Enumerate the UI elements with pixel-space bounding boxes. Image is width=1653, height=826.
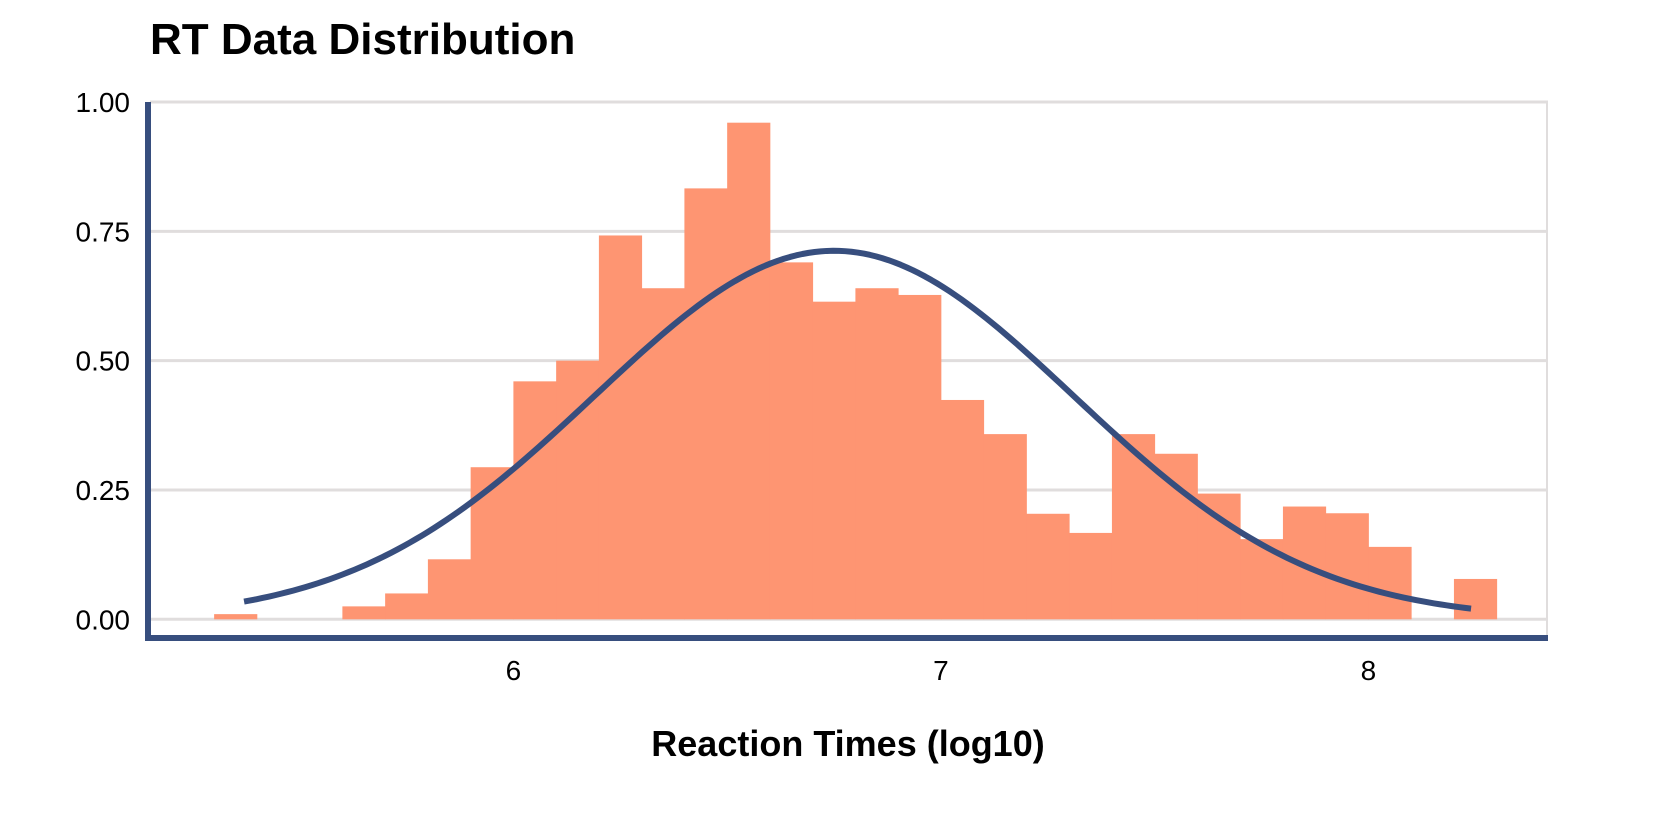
- histogram-bar-26: [1325, 513, 1369, 620]
- histogram-bar-4: [385, 593, 429, 620]
- histogram-bars: [214, 122, 1498, 620]
- y-tick-label-2: 0.50: [76, 346, 131, 377]
- y-tick-label-4: 1.00: [76, 87, 131, 118]
- x-axis-label: Reaction Times (log10): [651, 723, 1044, 764]
- histogram-bar-7: [513, 381, 557, 620]
- histogram-bar-14: [812, 301, 856, 620]
- x-axis-ticks: 6 7 8: [506, 655, 1377, 686]
- histogram-bar-18: [983, 434, 1027, 620]
- histogram-bar-0: [214, 614, 258, 620]
- y-tick-label-1: 0.25: [76, 475, 131, 506]
- y-axis-ticks: 0.00 0.25 0.50 0.75 1.00: [76, 87, 131, 635]
- histogram-bar-19: [1026, 513, 1070, 620]
- y-tick-label-0: 0.00: [76, 604, 131, 635]
- histogram-bar-11: [684, 188, 728, 620]
- histogram-bar-6: [470, 467, 514, 620]
- histogram-bar-3: [342, 606, 386, 620]
- histogram-bar-22: [1154, 453, 1198, 620]
- histogram-bar-13: [769, 262, 814, 620]
- x-tick-label-1: 7: [933, 655, 949, 686]
- histogram-bar-16: [898, 294, 942, 620]
- histogram-bar-17: [940, 399, 985, 620]
- histogram-bar-12: [727, 122, 771, 620]
- density-curve-layer: [243, 247, 1472, 612]
- histogram-bar-23: [1197, 493, 1241, 620]
- histogram-bar-20: [1069, 532, 1113, 620]
- x-tick-label-2: 8: [1361, 655, 1377, 686]
- histogram-bar-29: [1453, 578, 1498, 620]
- histogram-bar-15: [855, 288, 899, 620]
- histogram-bar-5: [427, 559, 472, 620]
- density-curve: [243, 247, 1472, 612]
- chart-title: RT Data Distribution: [150, 15, 575, 64]
- x-tick-label-0: 6: [506, 655, 522, 686]
- axes: [145, 102, 1548, 641]
- histogram-bar-9: [598, 235, 643, 620]
- histogram-bar-27: [1368, 546, 1412, 620]
- y-tick-label-3: 0.75: [76, 216, 131, 247]
- histogram-bar-10: [641, 288, 685, 620]
- histogram-bar-8: [556, 360, 600, 620]
